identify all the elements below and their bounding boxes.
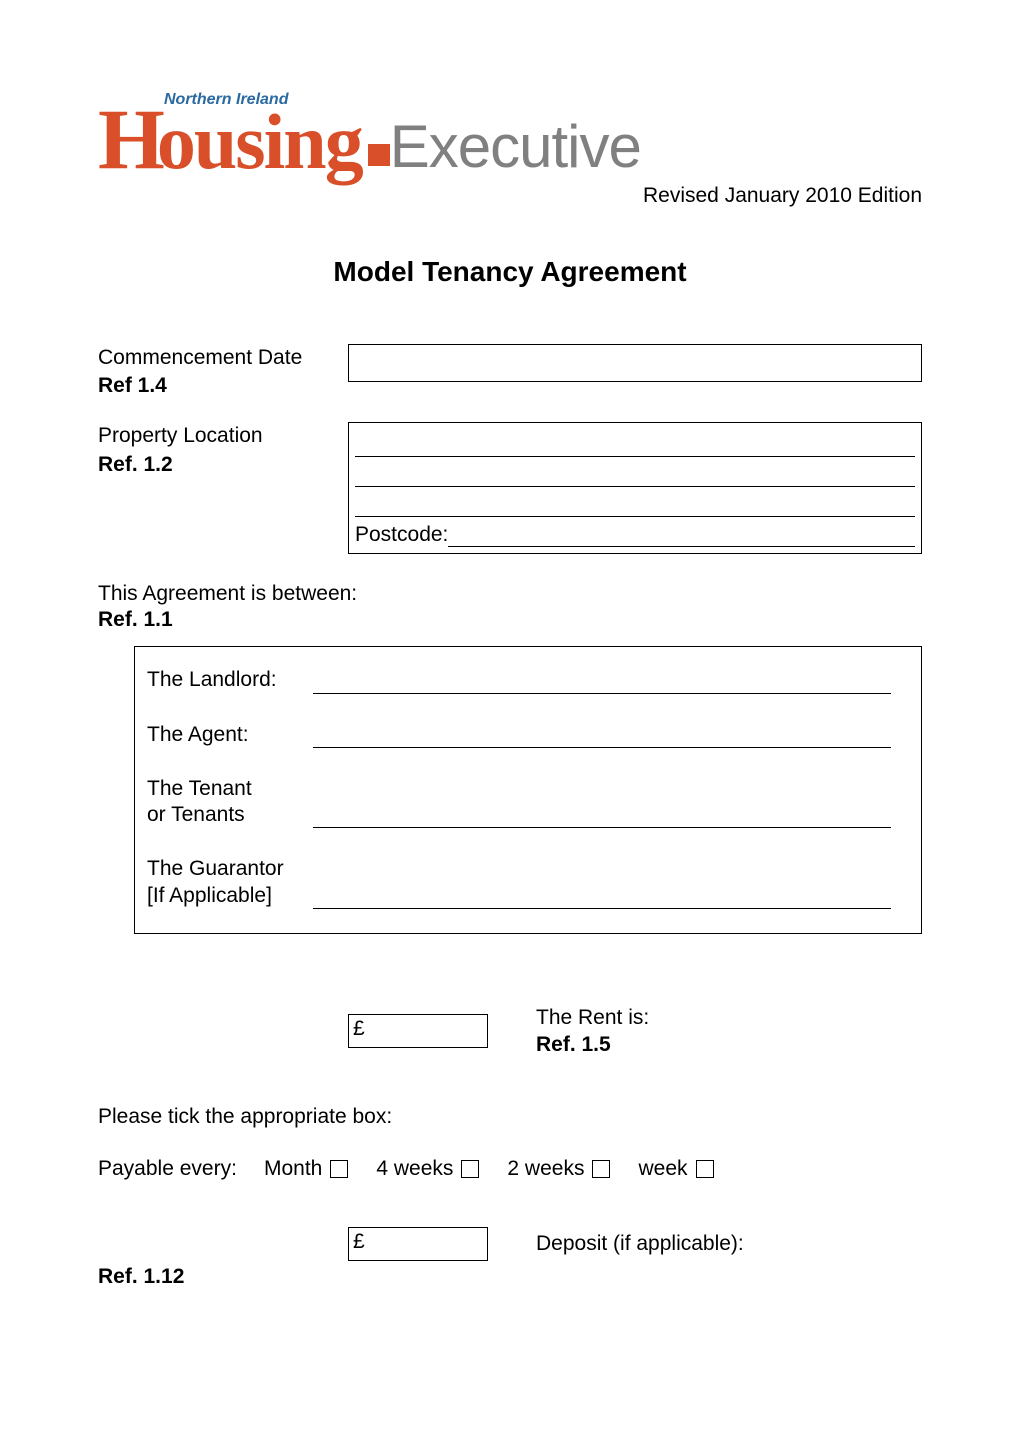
deposit-currency: £ (353, 1230, 365, 1253)
postcode-label: Postcode: (355, 523, 448, 547)
payable-week-option: week (638, 1157, 713, 1181)
commencement-label: Commencement Date (98, 346, 302, 369)
document-page: H Northern Ireland ousing Executive Revi… (0, 0, 1020, 1349)
payable-4weeks-checkbox[interactable] (461, 1160, 479, 1178)
tenant-label-l1: The Tenant (147, 777, 252, 800)
logo-executive-text: Executive (390, 120, 641, 174)
location-line-2[interactable] (355, 457, 915, 487)
tick-instruction: Please tick the appropriate box: (98, 1105, 922, 1129)
guarantor-label-l2: [If Applicable] (147, 884, 272, 907)
rent-label: The Rent is: (536, 1006, 649, 1029)
agent-input[interactable] (313, 724, 891, 748)
landlord-input[interactable] (313, 670, 891, 694)
rent-label-block: The Rent is: Ref. 1.5 (536, 1004, 649, 1059)
deposit-ref: Ref. 1.12 (98, 1265, 922, 1289)
brand-logo: H Northern Ireland ousing Executive (98, 105, 922, 174)
agreement-between-ref: Ref. 1.1 (98, 608, 922, 632)
deposit-label: Deposit (if applicable): (536, 1232, 744, 1256)
logo-h-glyph: H (98, 105, 165, 174)
commencement-ref: Ref 1.4 (98, 374, 167, 397)
postcode-row: Postcode: (355, 517, 915, 547)
agreement-between-text: This Agreement is between: (98, 582, 922, 606)
location-label-col: Property Location Ref. 1.2 (98, 422, 348, 479)
payable-2weeks-option: 2 weeks (507, 1157, 610, 1181)
rent-currency: £ (353, 1017, 365, 1040)
tenant-input[interactable] (313, 804, 891, 828)
location-label: Property Location (98, 424, 263, 447)
tenant-label: The Tenant or Tenants (147, 776, 313, 829)
location-row: Property Location Ref. 1.2 Postcode: (98, 422, 922, 554)
payable-label: Payable every: (98, 1157, 264, 1181)
guarantor-label: The Guarantor [If Applicable] (147, 856, 313, 909)
payable-month-option: Month (264, 1157, 348, 1181)
location-line-1[interactable] (355, 427, 915, 457)
payable-week-checkbox[interactable] (696, 1160, 714, 1178)
rent-ref: Ref. 1.5 (536, 1033, 611, 1056)
parties-box: The Landlord: The Agent: The Tenant or T… (134, 646, 922, 934)
logo-northern-ireland: Northern Ireland (164, 91, 288, 109)
landlord-label: The Landlord: (147, 667, 313, 693)
agent-row: The Agent: (147, 722, 891, 748)
revised-edition-text: Revised January 2010 Edition (98, 184, 922, 208)
commencement-row: Commencement Date Ref 1.4 (98, 344, 922, 401)
guarantor-label-l1: The Guarantor (147, 857, 284, 880)
logo-housing-text: ousing (157, 111, 362, 173)
location-input-box[interactable]: Postcode: (348, 422, 922, 554)
payable-row: Payable every: Month 4 weeks 2 weeks wee… (98, 1157, 922, 1181)
deposit-amount-input[interactable]: £ (348, 1227, 488, 1261)
payable-month-checkbox[interactable] (330, 1160, 348, 1178)
landlord-row: The Landlord: (147, 667, 891, 693)
location-ref: Ref. 1.2 (98, 453, 173, 476)
guarantor-input[interactable] (313, 885, 891, 909)
payable-4weeks-option: 4 weeks (376, 1157, 479, 1181)
tenant-label-l2: or Tenants (147, 803, 245, 826)
payable-month-label: Month (264, 1157, 322, 1181)
payable-2weeks-checkbox[interactable] (592, 1160, 610, 1178)
guarantor-row: The Guarantor [If Applicable] (147, 856, 891, 909)
agent-label: The Agent: (147, 722, 313, 748)
postcode-input[interactable] (448, 517, 915, 547)
rent-amount-input[interactable]: £ (348, 1014, 488, 1048)
logo-square-icon (368, 144, 390, 166)
deposit-row: £ Deposit (if applicable): (98, 1227, 922, 1261)
document-title: Model Tenancy Agreement (98, 256, 922, 288)
tenant-row: The Tenant or Tenants (147, 776, 891, 829)
payable-4weeks-label: 4 weeks (376, 1157, 453, 1181)
commencement-date-input[interactable] (348, 344, 922, 382)
payable-week-label: week (638, 1157, 687, 1181)
commencement-label-col: Commencement Date Ref 1.4 (98, 344, 348, 401)
location-line-3[interactable] (355, 487, 915, 517)
payable-2weeks-label: 2 weeks (507, 1157, 584, 1181)
rent-row: £ The Rent is: Ref. 1.5 (98, 1004, 922, 1059)
